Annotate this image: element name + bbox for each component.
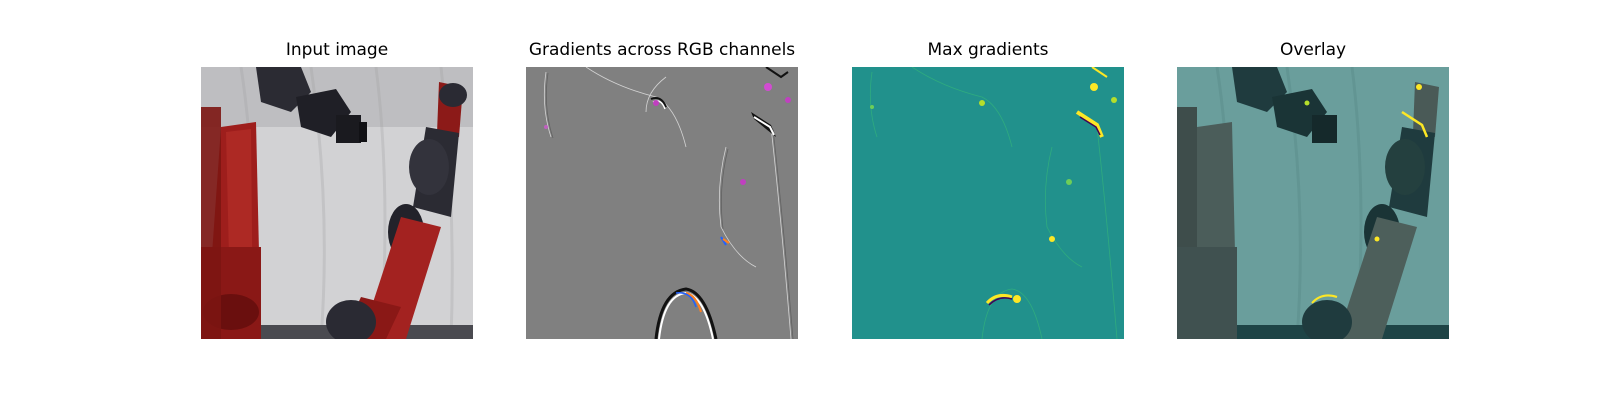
- rgb-gradients-image: [526, 67, 798, 339]
- input-image: [201, 67, 473, 339]
- overlay-image: [1177, 67, 1449, 339]
- panel-title-max-gradients: Max gradients: [927, 40, 1049, 60]
- panel-title-rgb-gradients: Gradients across RGB channels: [528, 40, 796, 60]
- max-gradients-image: [852, 67, 1124, 339]
- panel-title-overlay: Overlay: [1279, 40, 1347, 60]
- panel-title-input-image: Input image: [285, 40, 389, 60]
